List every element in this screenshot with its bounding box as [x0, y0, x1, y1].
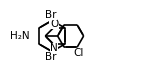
Text: H₂N: H₂N — [10, 31, 30, 41]
Text: Cl: Cl — [73, 48, 83, 58]
Text: Br: Br — [45, 52, 57, 62]
Text: O: O — [50, 19, 58, 29]
Text: Br: Br — [45, 9, 57, 19]
Text: N: N — [50, 43, 58, 53]
